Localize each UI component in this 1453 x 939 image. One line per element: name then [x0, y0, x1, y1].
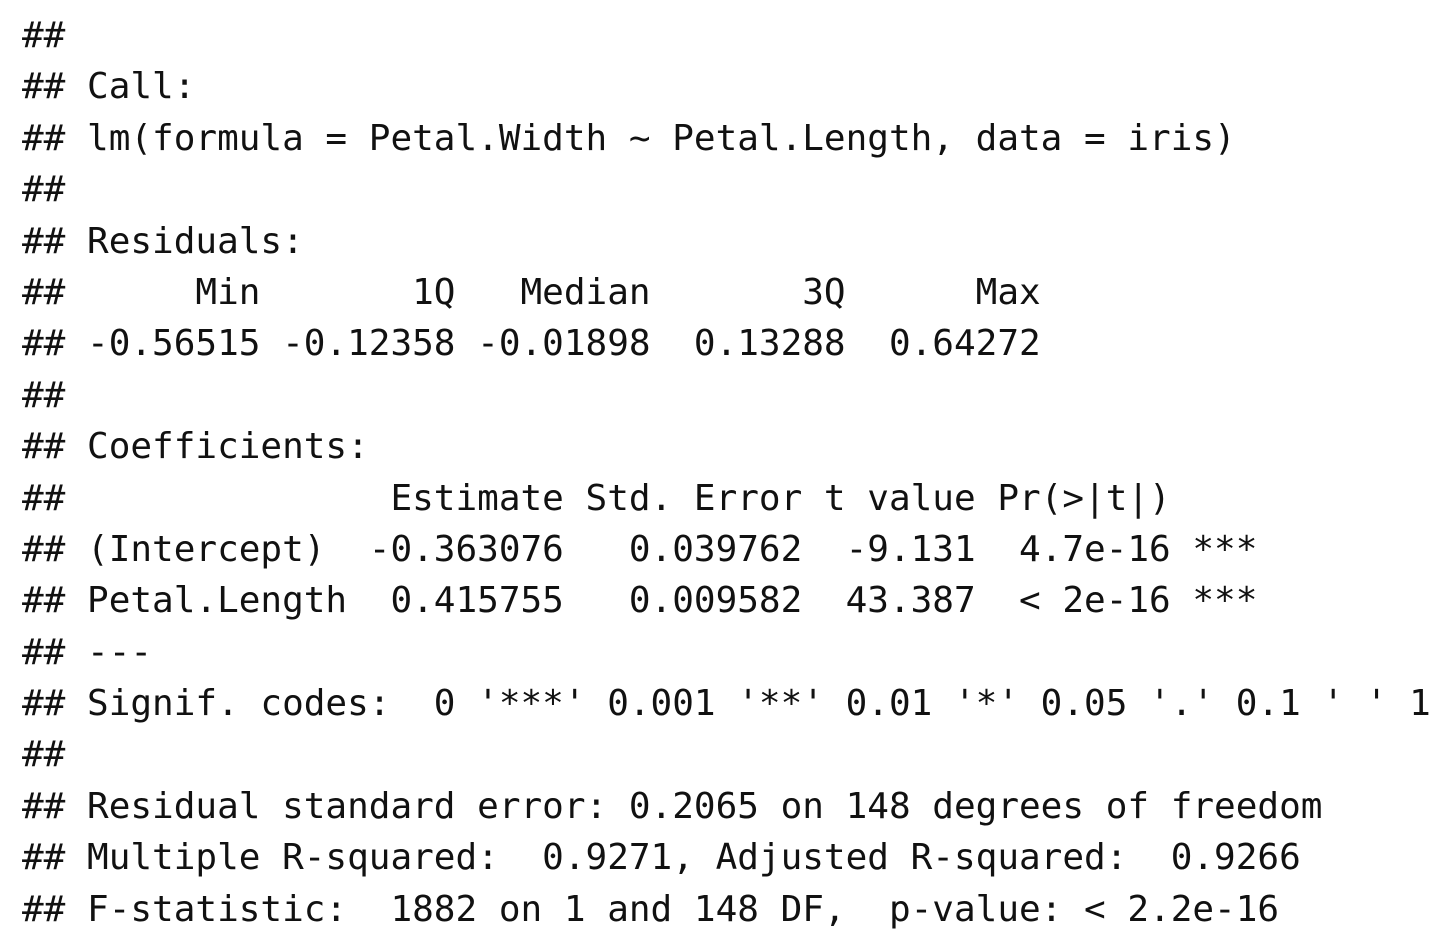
- signif-codes-line: ## Signif. codes: 0 '***' 0.001 '**' 0.0…: [22, 683, 1431, 725]
- separator-line: ## ---: [22, 631, 153, 673]
- coefficients-petal-length-row: ## Petal.Length 0.415755 0.009582 43.387…: [22, 580, 1258, 622]
- blank-comment-line: ##: [22, 15, 66, 56]
- residual-standard-error-line: ## Residual standard error: 0.2065 on 14…: [22, 785, 1323, 827]
- r-squared-line: ## Multiple R-squared: 0.9271, Adjusted …: [22, 837, 1301, 879]
- residuals-values-row: ## -0.56515 -0.12358 -0.01898 0.13288 0.…: [22, 323, 1041, 365]
- f-statistic-line: ## F-statistic: 1882 on 1 and 148 DF, p-…: [22, 888, 1280, 930]
- call-heading: ## Call:: [22, 66, 196, 108]
- coefficients-heading: ## Coefficients:: [22, 426, 369, 468]
- coefficients-intercept-row: ## (Intercept) -0.363076 0.039762 -9.131…: [22, 528, 1258, 570]
- residuals-header-row: ## Min 1Q Median 3Q Max: [22, 271, 1041, 313]
- coefficients-header-row: ## Estimate Std. Error t value Pr(>|t|): [22, 477, 1171, 519]
- blank-comment-line: ##: [22, 734, 66, 776]
- residuals-heading: ## Residuals:: [22, 220, 304, 262]
- r-console-output: ## ## Call: ## lm(formula = Petal.Width …: [22, 10, 1447, 935]
- blank-comment-line: ##: [22, 169, 66, 211]
- call-formula: ## lm(formula = Petal.Width ~ Petal.Leng…: [22, 117, 1236, 159]
- blank-comment-line: ##: [22, 374, 66, 416]
